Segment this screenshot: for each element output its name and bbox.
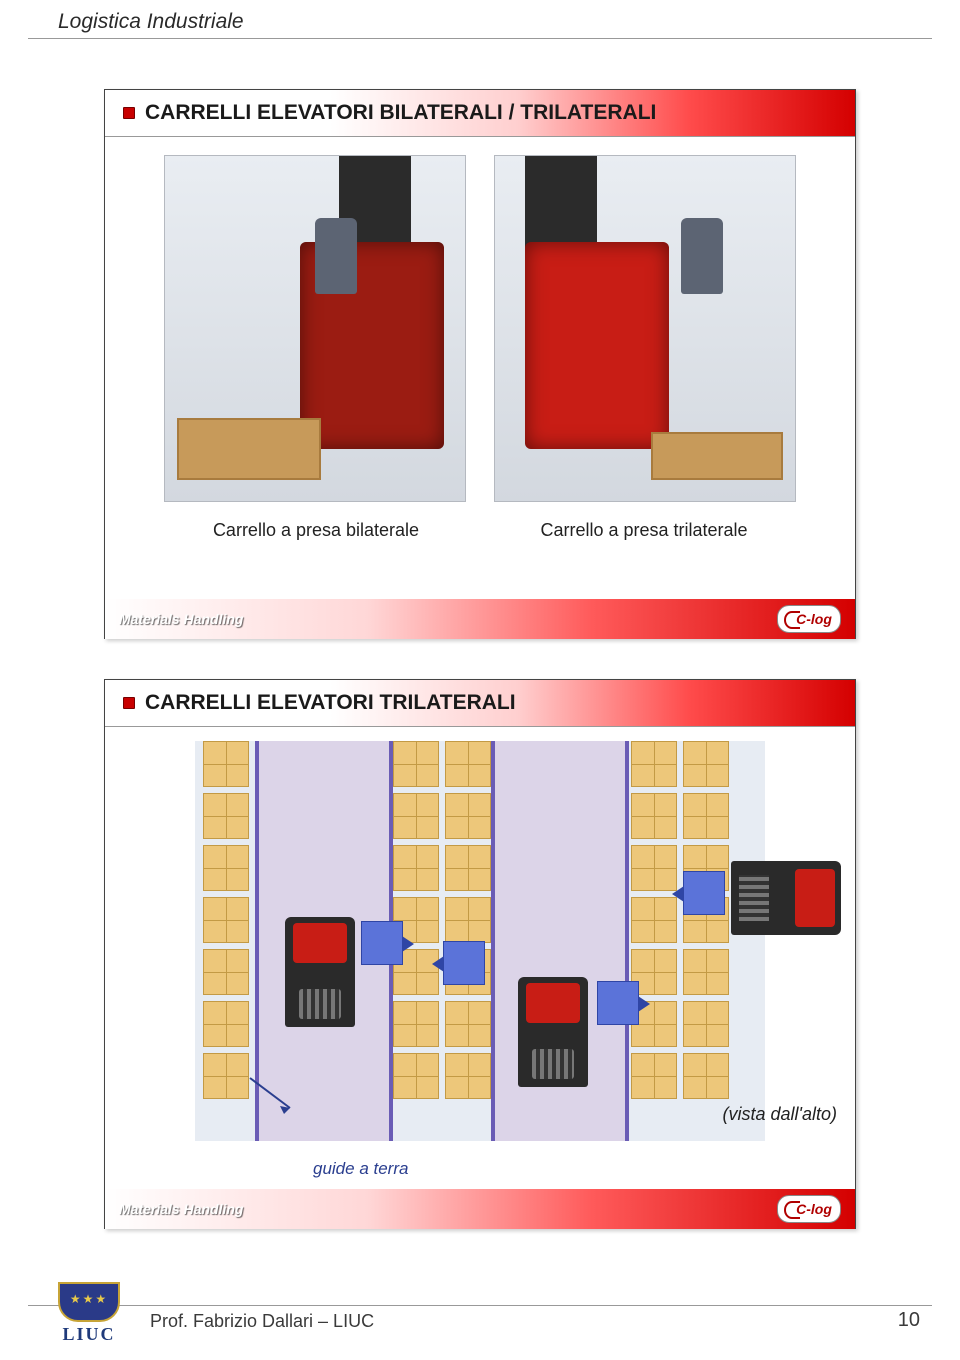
footer-author: Prof. Fabrizio Dallari – LIUC — [150, 1311, 374, 1332]
slide2-footer-label: Materials Handling — [119, 1201, 243, 1217]
liuc-badge-icon — [58, 1282, 120, 1322]
page-header: Logistica Industriale — [28, 0, 932, 39]
forklift-top-1 — [285, 917, 355, 1027]
page-number: 10 — [898, 1309, 920, 1332]
rack-col — [683, 741, 731, 1105]
footer-divider — [28, 1305, 932, 1306]
slide1-body: Carrello a presa bilaterale Carrello a p… — [105, 137, 855, 599]
clog-logo-icon: C-log — [777, 605, 841, 633]
liuc-logo: LIUC — [46, 1282, 132, 1346]
photo-trilateral — [494, 155, 796, 502]
caption-trilateral: Carrello a presa trilaterale — [494, 520, 794, 541]
slide1-title-bar: CARRELLI ELEVATORI BILATERALI / TRILATER… — [105, 90, 855, 137]
rack-col — [631, 741, 679, 1105]
load-box — [597, 981, 639, 1025]
rack-col — [445, 741, 493, 1105]
slide2-title: CARRELLI ELEVATORI TRILATERALI — [145, 691, 516, 715]
guide-label: guide a terra — [313, 1159, 408, 1179]
liuc-text: LIUC — [46, 1324, 132, 1345]
clog-logo-icon: C-log — [777, 1195, 841, 1223]
slide2-footer: Materials Handling C-log — [105, 1189, 855, 1229]
slide1-footer: Materials Handling C-log — [105, 599, 855, 639]
photo-bilateral — [164, 155, 466, 502]
bullet-icon — [123, 697, 135, 709]
view-label: (vista dall'alto) — [723, 1104, 837, 1125]
bullet-icon — [123, 107, 135, 119]
load-box — [443, 941, 485, 985]
load-box — [683, 871, 725, 915]
slide1-title: CARRELLI ELEVATORI BILATERALI / TRILATER… — [145, 101, 656, 125]
guide-arrow-icon — [245, 1073, 295, 1123]
slide-1: CARRELLI ELEVATORI BILATERALI / TRILATER… — [104, 89, 856, 639]
slide2-body: guide a terra (vista dall'alto) — [105, 727, 855, 1189]
slide1-footer-label: Materials Handling — [119, 611, 243, 627]
top-view-diagram: guide a terra — [195, 741, 765, 1141]
slide-2: CARRELLI ELEVATORI TRILATERALI — [104, 679, 856, 1229]
slide2-title-bar: CARRELLI ELEVATORI TRILATERALI — [105, 680, 855, 727]
load-box — [361, 921, 403, 965]
rack-col — [203, 741, 251, 1105]
caption-bilateral: Carrello a presa bilaterale — [166, 520, 466, 541]
forklift-top-3 — [731, 861, 841, 935]
forklift-top-2 — [518, 977, 588, 1087]
